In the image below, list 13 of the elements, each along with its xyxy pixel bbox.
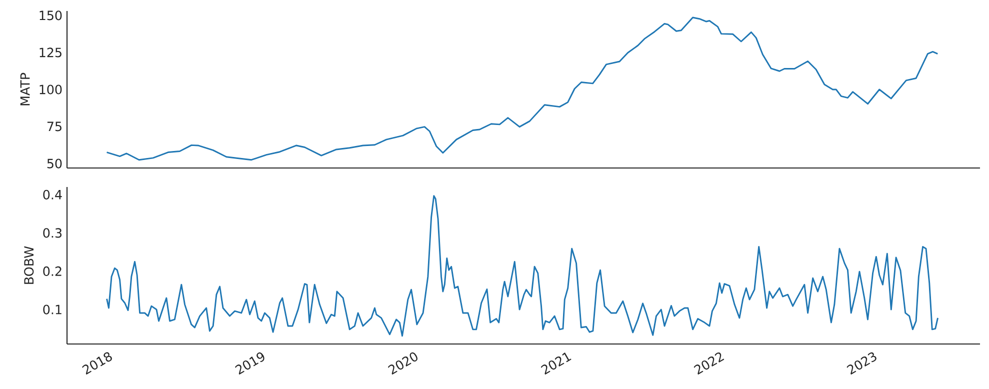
y-tick-label: 50 — [47, 158, 62, 168]
y-tick-label: 100 — [40, 84, 62, 94]
line-series — [106, 195, 939, 337]
y-tick-label: 0.4 — [43, 190, 62, 200]
y-tick-label: 0.3 — [43, 228, 62, 238]
y-tick-label: 150 — [40, 10, 62, 20]
y-tick-label: 75 — [47, 122, 62, 132]
y-axis-title: BOBW — [24, 246, 34, 284]
y-axis-title: MATP — [20, 72, 30, 106]
y-tick-label: 0.2 — [43, 266, 62, 276]
line-series — [106, 16, 938, 161]
y-tick-label: 0.1 — [43, 304, 62, 314]
y-tick-label: 125 — [40, 48, 62, 58]
